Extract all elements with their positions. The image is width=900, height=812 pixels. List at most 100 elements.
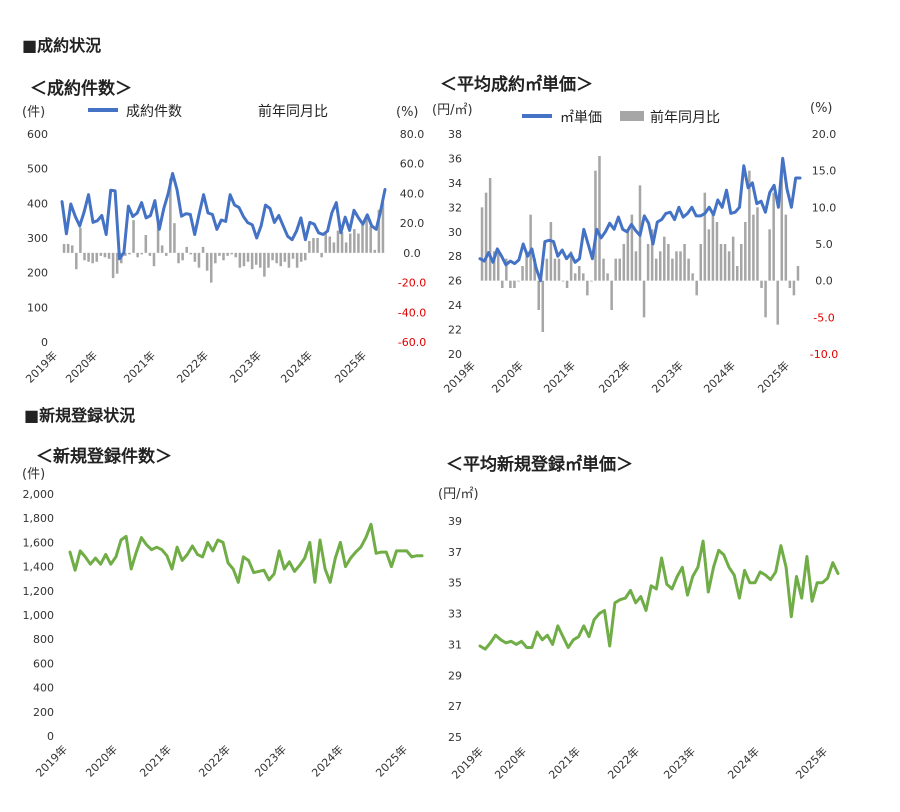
contracts-count-yoy-bar: [267, 252, 270, 268]
contracts-count-yoy-bar: [291, 252, 295, 259]
contracts-unit-price-yoy-bar: [772, 192, 775, 281]
contracts-count-yoy-bar: [365, 215, 368, 253]
contracts-unit-price-yoy-bar: [740, 244, 743, 281]
registrations-count-left-tick-label: 600: [33, 657, 54, 670]
registrations-count-left-tick-label: 2,000: [23, 488, 55, 501]
contracts-unit-price-yoy-bar: [525, 251, 528, 281]
contracts-count-yoy-bar: [344, 242, 348, 253]
registrations-count-x-tick-label: 2021年: [137, 742, 174, 779]
contracts-unit-price-right-tick-label: -5.0: [813, 311, 834, 324]
contracts-count-yoy-bar: [193, 252, 197, 262]
contracts-unit-price-yoy-bar: [731, 236, 735, 281]
contracts-unit-price-yoy-bar: [642, 280, 646, 318]
contracts-count-right-tick-label: -60.0: [398, 336, 426, 349]
contracts-unit-price-yoy-bar: [488, 178, 492, 281]
contracts-count-yoy-bar: [357, 233, 360, 253]
contracts-count-yoy-bar: [377, 209, 381, 253]
registrations-count-left-tick-label: 400: [33, 682, 54, 695]
contracts-unit-price-yoy-bar: [509, 280, 512, 288]
contracts-count-yoy-bar: [83, 252, 86, 261]
contracts-unit-price-yoy-bar: [517, 280, 520, 282]
contracts-count-yoy-bar: [99, 252, 103, 256]
contracts-unit-price-yoy-bar: [626, 229, 630, 281]
contracts-unit-price-yoy-bar: [501, 280, 504, 288]
contracts-unit-price-yoy-bar: [573, 273, 577, 281]
contracts-unit-price-yoy-bar: [792, 280, 796, 296]
contracts-unit-price-yoy-bar: [610, 280, 613, 310]
contracts-unit-price-yoy-bar: [557, 258, 561, 281]
contracts-unit-price-series-line: [478, 156, 802, 283]
contracts-unit-price-legend-label: ㎡単価: [560, 110, 602, 126]
registrations-count-left-tick-label: 1,400: [23, 561, 55, 574]
contracts-unit-price-yoy-bar: [484, 192, 488, 281]
contracts-count-yoy-bar: [308, 240, 311, 253]
contracts-unit-price-x-tick-label: 2019年: [441, 358, 478, 395]
registrations-unit-price-left-tick-label: 27: [448, 700, 462, 713]
contracts-count-right-unit: (%): [396, 105, 419, 120]
registrations-count-x-tick-label: 2024年: [309, 742, 346, 779]
registrations-count-left-tick-label: 1,600: [23, 536, 55, 549]
contracts-count-x-tick-label: 2025年: [332, 348, 369, 385]
contracts-count-x-tick-label: 2020年: [63, 348, 100, 385]
contracts-count-yoy-bar: [226, 252, 229, 256]
contracts-unit-price-yoy-bar: [622, 244, 626, 281]
contracts-unit-price-right-tick-label: 5.0: [815, 238, 833, 251]
contracts-count-yoy-bar: [320, 252, 323, 258]
chart-title-registrations-count: ＜新規登録件数＞: [36, 447, 172, 467]
contracts-unit-price-yoy-bar: [533, 258, 536, 281]
contracts-count-right-tick-label: 0.0: [403, 247, 421, 260]
contracts-unit-price-yoy-bar: [614, 258, 617, 281]
contracts-unit-price-yoy-bar: [683, 244, 686, 281]
contracts-count-right-tick-label: 20.0: [400, 217, 425, 230]
contracts-unit-price-yoy-bar: [796, 266, 800, 281]
contracts-unit-price-yoy-bar: [513, 280, 516, 288]
contracts-count-yoy-bar: [295, 252, 299, 268]
contracts-unit-price-yoy-bar: [695, 280, 698, 296]
contracts-count-yoy-bar: [62, 243, 66, 253]
contracts-unit-price-right-tick-label: 0.0: [815, 275, 833, 288]
contracts-unit-price-yoy-bar: [667, 244, 670, 281]
registrations-unit-price-left-unit: (円/㎡): [438, 487, 479, 502]
contracts-count-yoy-bar: [275, 252, 278, 264]
contracts-count-x-tick-label: 2022年: [174, 348, 211, 385]
contracts-count-yoy-bar: [299, 252, 303, 262]
contracts-count-yoy-bar: [124, 252, 127, 256]
contracts-unit-price-yoy-bar: [618, 258, 622, 281]
contracts-unit-price-yoy-bar: [586, 280, 589, 296]
contracts-count-yoy-bar: [316, 238, 319, 253]
contracts-unit-price-yoy-bar: [764, 280, 767, 318]
contracts-unit-price-yoy-bar: [553, 258, 557, 281]
contracts-count-yoy-bar: [205, 252, 209, 271]
contracts-count-left-tick-label: 400: [27, 197, 48, 210]
contracts-unit-price-yoy-bar: [654, 258, 658, 281]
contracts-count-legend-label: 前年同月比: [258, 103, 328, 120]
contracts-unit-price-yoy-bar: [727, 251, 731, 281]
registrations-unit-price-x-tick-label: 2024年: [725, 744, 762, 781]
registrations-count-left-tick-label: 1,200: [23, 585, 55, 598]
contracts-unit-price-yoy-bar: [565, 280, 569, 288]
contracts-count-yoy-bar: [361, 223, 364, 253]
registrations-unit-price-x-tick-label: 2023年: [661, 744, 698, 781]
contracts-count-yoy-bar: [246, 252, 250, 262]
registrations-count-x-tick-label: 2022年: [196, 742, 233, 779]
contracts-count-yoy-bar: [222, 252, 225, 261]
section-title-contracts: ■成約状況: [22, 36, 102, 55]
contracts-unit-price-yoy-bar: [788, 280, 792, 288]
contracts-count-yoy-bar: [111, 252, 115, 279]
contracts-count-x-tick-label: 2024年: [278, 348, 315, 385]
contracts-unit-price-yoy-bar: [602, 258, 605, 281]
contracts-count-yoy-bar: [381, 202, 385, 253]
contracts-count-left-tick-label: 0: [41, 336, 48, 349]
contracts-count-yoy-bar: [144, 235, 148, 253]
registrations-unit-price-left-tick-label: 37: [448, 546, 462, 559]
contracts-unit-price-left-tick-label: 20: [448, 348, 462, 361]
contracts-count-yoy-bar: [353, 229, 356, 253]
contracts-unit-price-left-tick-label: 28: [448, 250, 462, 263]
contracts-unit-price-yoy-bar: [780, 170, 784, 281]
contracts-count-right-tick-label: 40.0: [400, 187, 425, 200]
contracts-count-yoy-bar: [242, 252, 246, 267]
contracts-unit-price-yoy-bar: [784, 214, 788, 281]
contracts-count-left-tick-label: 600: [27, 128, 48, 141]
contracts-count-right-tick-label: 80.0: [400, 128, 425, 141]
contracts-count-left-unit: (件): [22, 105, 45, 120]
